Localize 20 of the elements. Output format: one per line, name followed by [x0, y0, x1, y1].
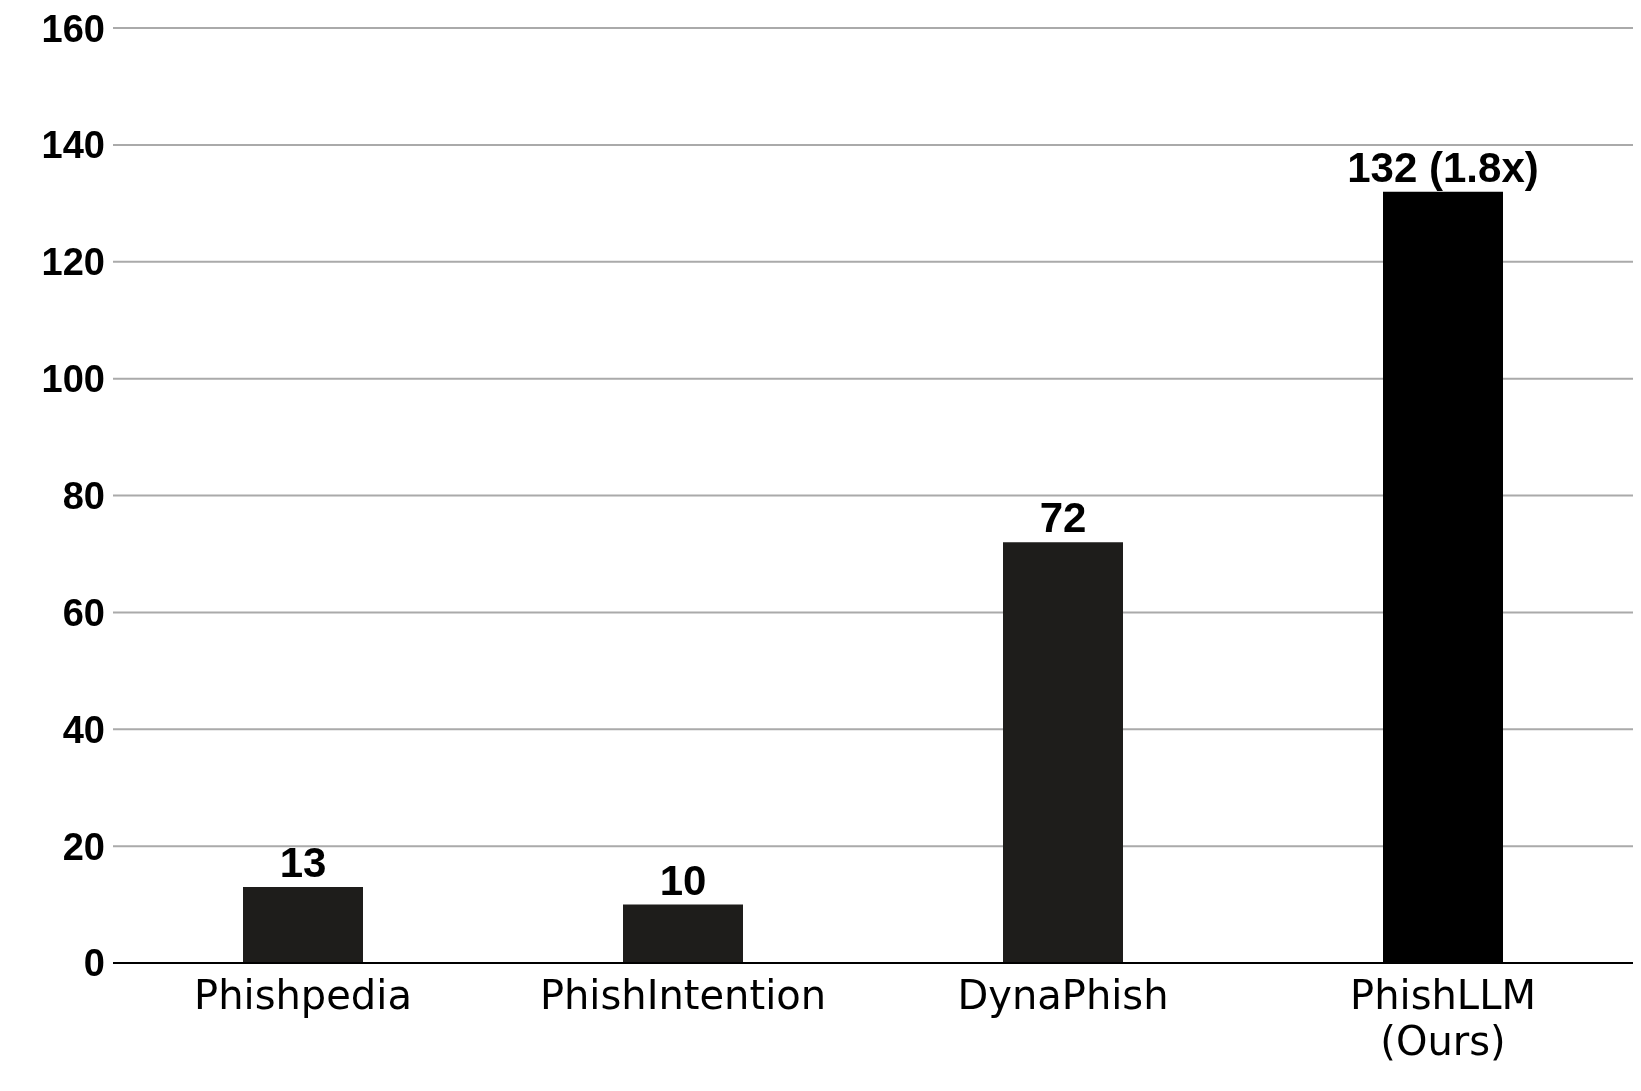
bar [1003, 542, 1123, 963]
y-tick-label: 140 [41, 124, 105, 167]
y-tick-label: 20 [62, 825, 105, 868]
x-tick-label: DynaPhish [957, 972, 1169, 1018]
data-label: 132 (1.8x) [1347, 143, 1539, 191]
y-tick-label: 60 [62, 591, 105, 634]
data-label: 10 [659, 856, 707, 904]
y-tick-label: 160 [41, 7, 105, 50]
data-label: 72 [1039, 494, 1087, 542]
y-tick-label: 40 [62, 708, 105, 751]
y-tick-label: 120 [41, 241, 105, 284]
y-tick-label: 0 [83, 942, 105, 985]
x-tick-label: PhishIntention [539, 972, 827, 1018]
x-tick-label: Phishpedia [194, 972, 412, 1018]
bar [623, 904, 743, 963]
data-label: 13 [279, 839, 327, 887]
y-tick-label: 100 [41, 358, 105, 401]
x-tick-label: PhishLLM (Ours) [1350, 972, 1536, 1064]
y-tick-label: 80 [62, 474, 105, 517]
bar [243, 887, 363, 963]
